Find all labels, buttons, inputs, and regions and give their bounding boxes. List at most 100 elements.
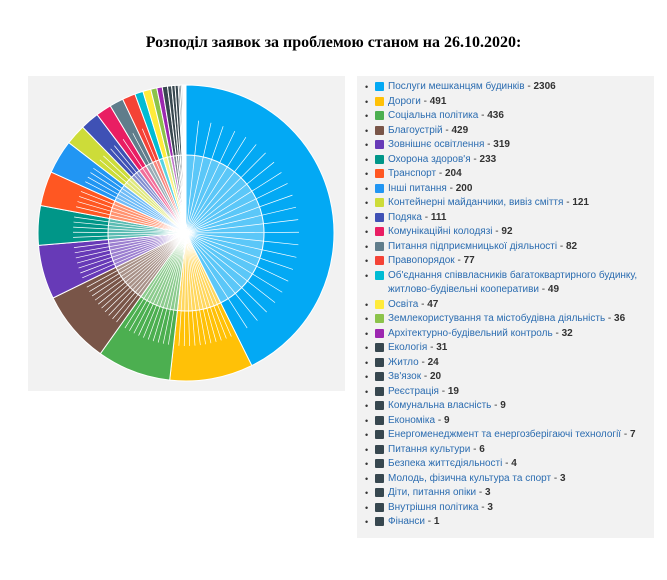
- pie-segment-divider: [132, 133, 187, 234]
- legend-label: Зв'язок: [388, 371, 422, 382]
- legend-item[interactable]: • Реєстрація - 19: [365, 385, 654, 400]
- legend-swatch: [375, 198, 384, 207]
- legend-item[interactable]: • Зв'язок - 20: [365, 370, 654, 385]
- pie-segment-divider: [85, 181, 187, 234]
- legend-value: 204: [444, 168, 462, 179]
- pie-segment-divider: [157, 232, 187, 343]
- pie-segment-divider: [138, 232, 187, 336]
- pie-segment-divider: [82, 232, 187, 279]
- legend-text: Діти, питання опіки - 3: [388, 486, 654, 501]
- legend-item[interactable]: • Житло - 24: [365, 356, 654, 371]
- pie-segment-divider: [152, 232, 187, 342]
- legend-bullet: •: [365, 96, 369, 107]
- legend-item[interactable]: • Економіка - 9: [365, 414, 654, 429]
- legend-value: 9: [443, 414, 450, 426]
- pie-segment-divider: [185, 219, 299, 234]
- legend-bullet: •: [365, 343, 369, 353]
- legend-item[interactable]: • Охорона здоров'я - 233: [365, 153, 654, 168]
- legend-bullet: •: [365, 183, 369, 194]
- legend-text: Транспорт - 204: [388, 167, 654, 182]
- legend-item[interactable]: • Молодь, фізична культура та спорт - 3: [365, 472, 654, 487]
- legend-item[interactable]: • Зовнішнє освітлення - 319: [365, 138, 654, 153]
- legend-value: 77: [463, 255, 475, 266]
- legend-label: Зовнішнє освітлення: [388, 139, 485, 150]
- legend-item[interactable]: • Соціальна політика - 436: [365, 109, 654, 124]
- pie-segment-divider: [185, 232, 207, 345]
- legend-label: Благоустрій: [388, 124, 443, 136]
- legend-item[interactable]: • Правопорядок - 77: [365, 254, 654, 269]
- legend-item[interactable]: • Транспорт - 204: [365, 167, 654, 182]
- legend-bullet: •: [365, 459, 369, 469]
- legend-panel: • Послуги мешканцям будинків - 2306 • Дорог…: [357, 76, 654, 538]
- legend-separator: -: [470, 443, 480, 455]
- legend-swatch: [375, 299, 384, 309]
- legend-text: Землекористування та містобудівна діяльн…: [388, 312, 654, 327]
- legend-swatch: [375, 444, 384, 454]
- legend-item[interactable]: • Подяка - 111: [365, 211, 654, 226]
- legend-bullet: •: [365, 270, 369, 281]
- legend-separator: -: [436, 168, 445, 179]
- pie-segment-divider: [94, 232, 187, 301]
- legend-swatch: [375, 459, 384, 468]
- legend-item[interactable]: • Інші питання - 200: [365, 182, 654, 197]
- pie-segment-divider: [114, 145, 187, 234]
- legend-item[interactable]: • Освіта - 47: [365, 298, 654, 313]
- legend-bullet: •: [365, 241, 369, 252]
- legend-value: 82: [566, 240, 578, 252]
- legend-item[interactable]: • Комунальна власність - 9: [365, 399, 654, 414]
- legend-value: 49: [547, 284, 560, 295]
- legend-item[interactable]: • Питання культури - 6: [365, 443, 654, 458]
- legend-item[interactable]: • Питання підприємницької діяльності - 82: [365, 240, 654, 255]
- legend-item[interactable]: • Контейнерні майданчики, вивіз сміття - …: [365, 196, 654, 211]
- legend-bullet: •: [365, 357, 369, 368]
- pie-segment-divider: [185, 231, 299, 234]
- pie-segment-divider: [185, 144, 257, 234]
- legend-item[interactable]: • Комунікаційні колодязі - 92: [365, 225, 654, 240]
- legend-swatch: [375, 473, 384, 483]
- legend-text: Зв'язок - 20: [388, 370, 654, 385]
- legend-label: Реєстрація: [388, 385, 439, 397]
- pie-segment-divider: [185, 206, 297, 234]
- legend-item[interactable]: • Послуги мешканцям будинків - 2306: [365, 80, 654, 95]
- legend-item[interactable]: • Фінанси - 1: [365, 515, 654, 530]
- legend-item[interactable]: • Дороги - 491: [365, 95, 654, 110]
- pie-segment-divider: [185, 130, 236, 234]
- legend-swatch: [375, 241, 384, 251]
- legend-value: 111: [430, 211, 447, 223]
- legend-item[interactable]: • Безпека життєдіяльності - 4: [365, 457, 654, 472]
- pie-segment-divider: [104, 232, 187, 313]
- legend-label: Соціальна політика: [388, 110, 479, 121]
- legend-bullet: •: [365, 386, 369, 397]
- legend-item[interactable]: • Екологія - 31: [365, 341, 654, 356]
- legend-bullet: •: [365, 328, 369, 339]
- legend-label: Житло: [388, 356, 419, 368]
- legend-item[interactable]: • Енергоменеджмент та енергозберігаючі те…: [365, 428, 654, 443]
- legend-bullet: •: [365, 430, 369, 440]
- legend-separator: -: [557, 240, 566, 252]
- legend-value: 2306: [533, 81, 556, 92]
- legend-value: 36: [614, 313, 626, 324]
- chart-panel: [28, 76, 345, 391]
- legend-separator: -: [476, 487, 486, 498]
- legend-item[interactable]: • Благоустрій - 429: [365, 124, 654, 139]
- chart-title: Розподіл заявок за проблемою станом на 2…: [145, 34, 522, 51]
- pie-segment-divider: [87, 176, 187, 234]
- pie-segment-divider: [73, 232, 187, 238]
- legend-item[interactable]: • Об'єднання співвласників багатоквартирн…: [365, 269, 654, 298]
- legend-item[interactable]: • Внутрішня політика - 3: [365, 501, 654, 516]
- legend-separator: -: [435, 414, 444, 426]
- pie-segment-divider: [76, 206, 187, 234]
- legend-label: Питання підприємницької діяльності: [388, 240, 558, 252]
- legend-text: Дороги - 491: [388, 95, 654, 110]
- legend-item[interactable]: • Архітектурно-будівельний контроль - 32: [365, 327, 654, 342]
- legend-text: Комунальна власність - 9: [388, 399, 654, 414]
- pie-segment-divider: [93, 167, 187, 234]
- pie-segment-divider: [73, 232, 187, 249]
- legend-item[interactable]: • Землекористування та містобудівна діяль…: [365, 312, 654, 327]
- legend-label: Діти, питання опіки: [388, 487, 477, 498]
- legend-swatch: [375, 140, 384, 149]
- pie-segment-divider: [185, 232, 276, 303]
- pie-segment-divider: [122, 138, 187, 234]
- legend-value: 429: [451, 124, 469, 136]
- legend-item[interactable]: • Діти, питання опіки - 3: [365, 486, 654, 501]
